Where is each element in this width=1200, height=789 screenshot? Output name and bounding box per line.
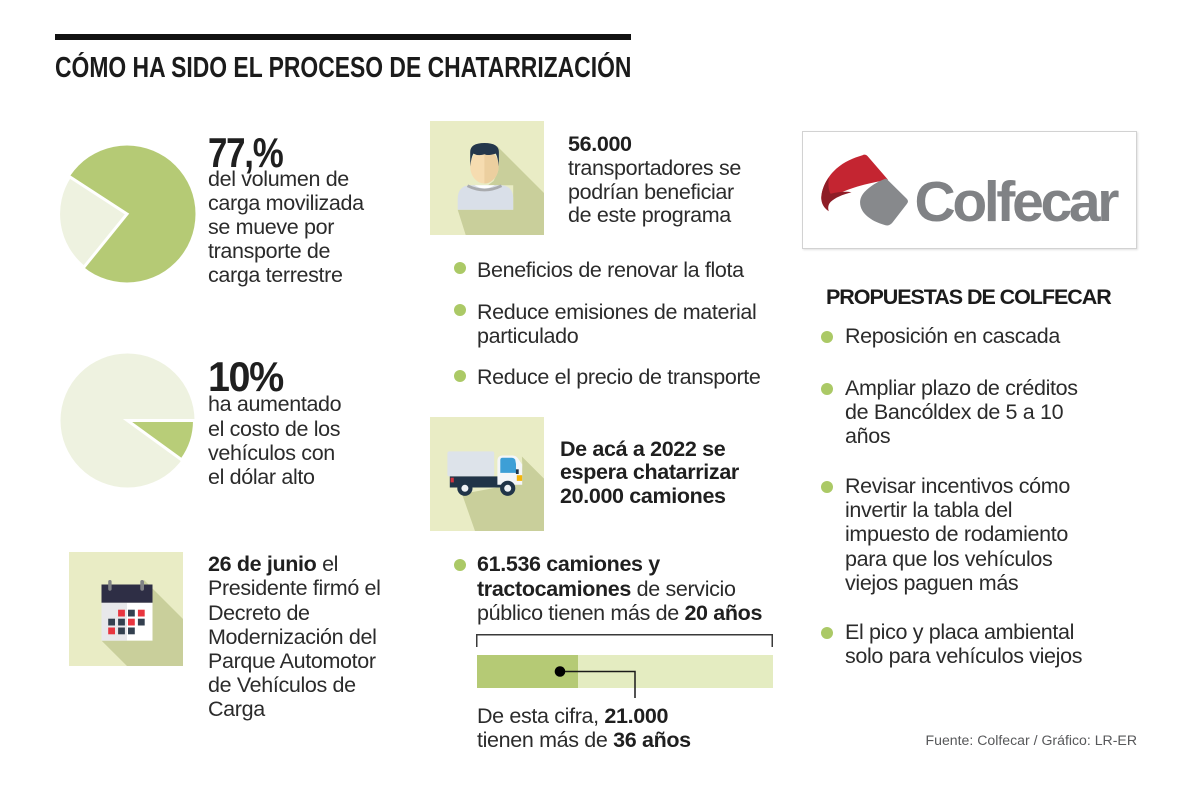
svg-text:Colfecar: Colfecar — [915, 170, 1120, 234]
